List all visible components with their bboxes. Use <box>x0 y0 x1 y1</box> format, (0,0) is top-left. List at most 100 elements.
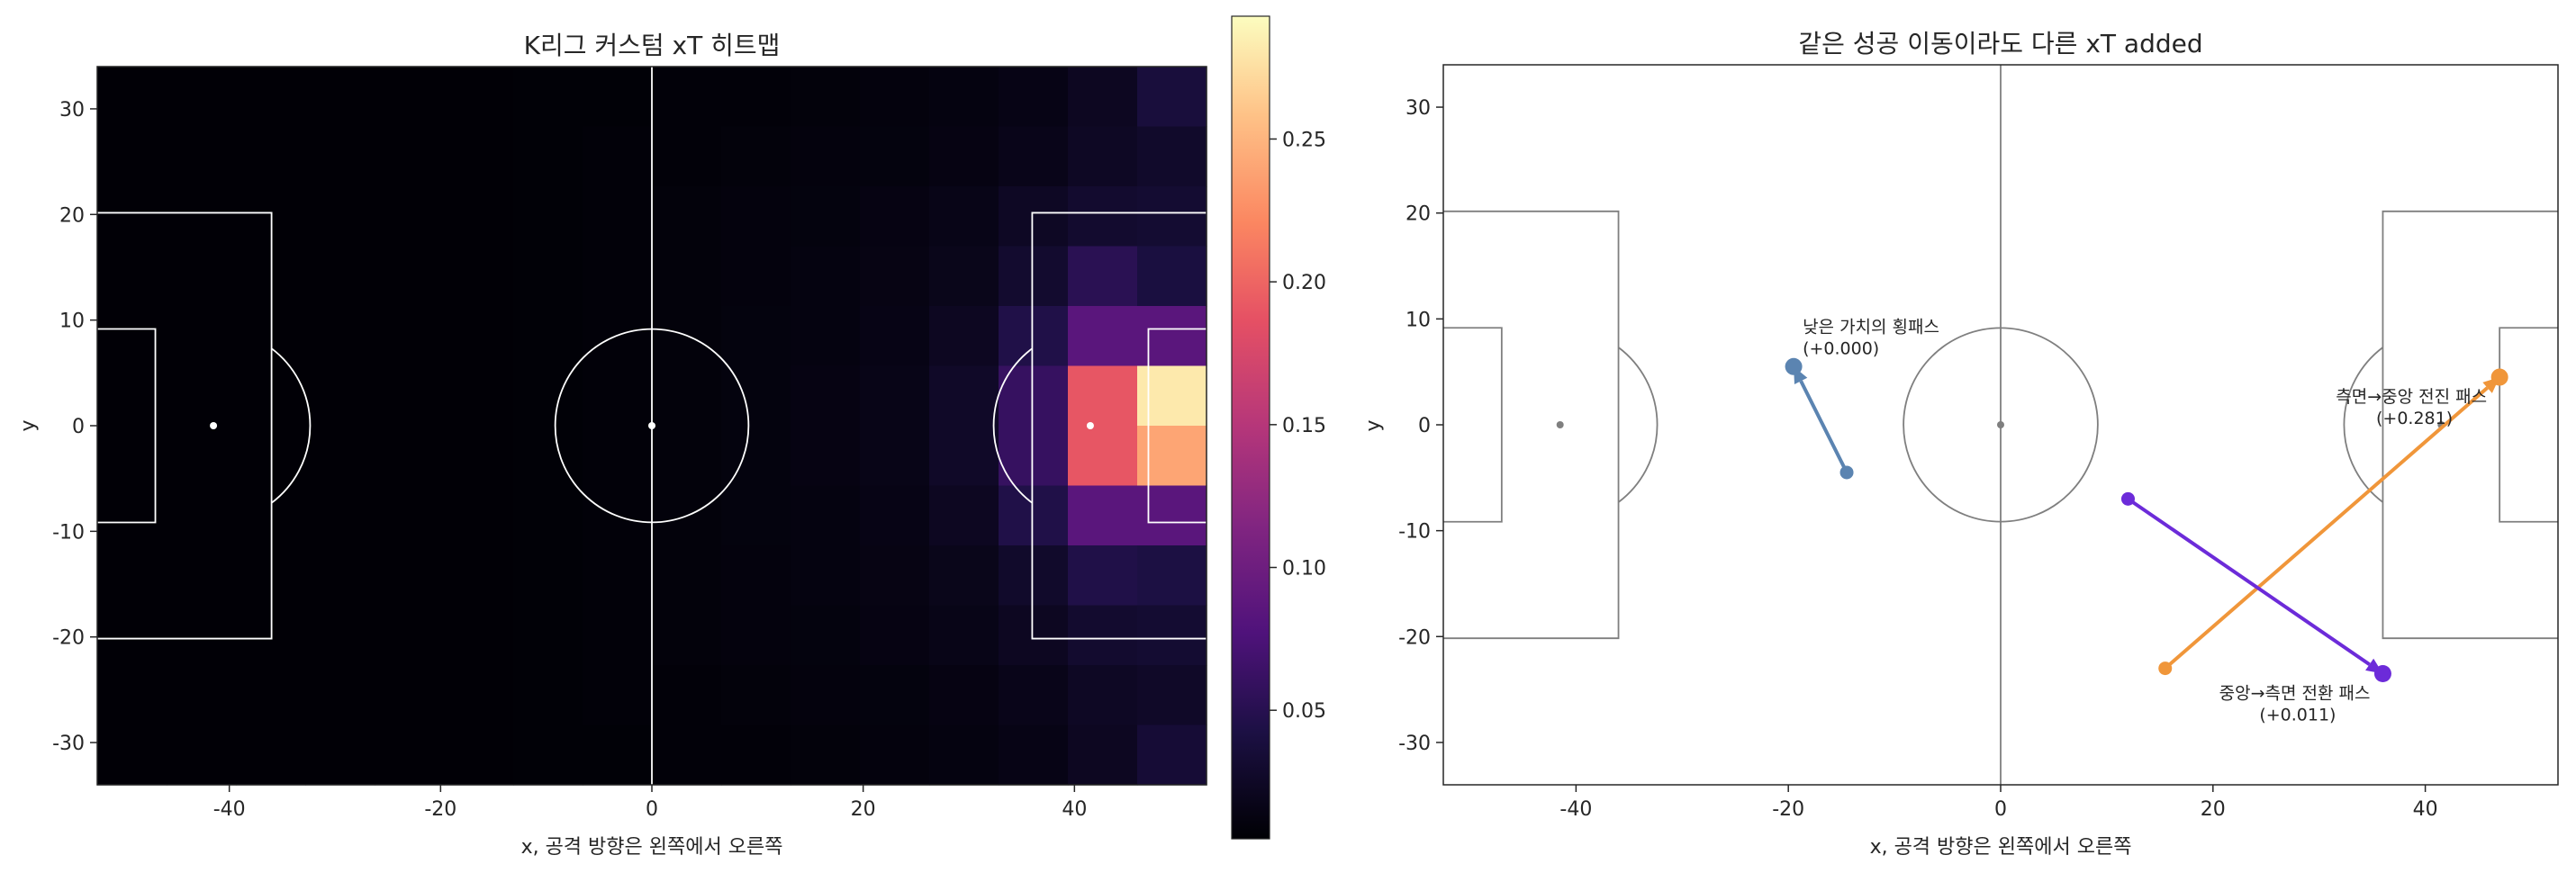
pass-end-point <box>2373 664 2391 682</box>
heatmap-cell <box>999 126 1069 187</box>
heatmap-cell <box>167 186 237 248</box>
heatmap-x-ticks: -40 -20 0 20 40 <box>213 785 1087 821</box>
right-penalty-arc <box>2343 346 2384 503</box>
heatmap-title: K리그 커스텀 xT 히트맵 <box>524 31 781 60</box>
heatmap-cell <box>1068 665 1138 726</box>
heatmap-cell <box>1137 605 1207 666</box>
heatmap-cell <box>860 365 930 427</box>
heatmap-cell <box>305 306 375 367</box>
x-tick-label: 20 <box>2201 798 2226 821</box>
heatmap-cell <box>305 426 375 487</box>
heatmap-cell <box>513 67 583 128</box>
heatmap-cell <box>97 306 167 367</box>
heatmap-cell <box>929 545 999 607</box>
heatmap-cell <box>375 665 445 726</box>
y-tick-label: 30 <box>59 99 85 122</box>
y-tick-label: 20 <box>59 204 85 227</box>
heatmap-cell <box>652 665 722 726</box>
right-penalty-arc <box>992 347 1033 504</box>
heatmap-cell <box>929 365 999 427</box>
heatmap-cell <box>791 126 861 187</box>
heatmap-cell <box>444 485 514 546</box>
colorbar-tick-label: 0.25 <box>1282 129 1326 151</box>
x-tick-label: 20 <box>851 798 876 821</box>
pass-x-axis-label: x, 공격 방향은 왼쪽에서 오른쪽 <box>1870 836 2132 859</box>
heatmap-cell <box>652 365 722 427</box>
heatmap-cell <box>583 426 653 487</box>
heatmap-cell <box>791 665 861 726</box>
heatmap-cell <box>444 545 514 607</box>
heatmap-cell <box>791 306 861 367</box>
heatmap-cell <box>375 306 445 367</box>
right-penalty-spot <box>1086 422 1094 429</box>
pass-end-point <box>2490 368 2508 386</box>
heatmap-cell <box>513 485 583 546</box>
heatmap-y-axis-label: y <box>17 419 40 431</box>
left-penalty-spot <box>210 422 218 429</box>
heatmap-cell <box>583 365 653 427</box>
right-six-yard-box <box>2499 327 2558 523</box>
heatmap-cell <box>375 67 445 128</box>
heatmap-cell <box>375 724 445 786</box>
heatmap-cell <box>375 545 445 607</box>
x-tick-label: 40 <box>1062 798 1087 821</box>
heatmap-cell <box>513 186 583 248</box>
heatmap-cell <box>791 365 861 427</box>
heatmap-cell <box>236 724 306 786</box>
y-tick-label: -30 <box>1398 733 1431 755</box>
heatmap-cell <box>652 126 722 187</box>
colorbar: 0.05 0.10 0.15 0.20 0.25 <box>1231 15 1326 840</box>
heatmap-cell <box>1137 126 1207 187</box>
pass-start-point <box>2120 491 2135 506</box>
heatmap-cell <box>305 485 375 546</box>
heatmap-cell <box>652 67 722 128</box>
heatmap-cell <box>721 246 791 307</box>
colorbar-tick-label: 0.10 <box>1282 558 1326 580</box>
heatmap-cell <box>652 545 722 607</box>
y-tick-label: 0 <box>1418 415 1431 437</box>
heatmap-cell <box>929 67 999 128</box>
heatmap-cell <box>97 605 167 666</box>
heatmap-cell <box>929 246 999 307</box>
heatmap-cell <box>721 365 791 427</box>
heatmap-cell <box>929 485 999 546</box>
x-tick-label: -40 <box>1559 798 1592 821</box>
heatmap-cell <box>721 426 791 487</box>
heatmap-cell <box>305 724 375 786</box>
heatmap-cell <box>375 605 445 666</box>
heatmap-cell <box>583 126 653 187</box>
heatmap-cell <box>999 724 1069 786</box>
heatmap-cell <box>791 186 861 248</box>
heatmap-cell <box>97 126 167 187</box>
pass-arrow-shaft <box>1799 380 1848 473</box>
heatmap-cell <box>1068 186 1138 248</box>
heatmap-cell <box>513 365 583 427</box>
center-spot <box>648 422 655 429</box>
colorbar-tick-label: 0.20 <box>1282 272 1326 294</box>
heatmap-cell <box>375 126 445 187</box>
heatmap-cell <box>652 186 722 248</box>
left-six-yard-box <box>1443 327 1503 523</box>
heatmap-cell <box>929 306 999 367</box>
heatmap-cell <box>929 665 999 726</box>
heatmap-cell <box>721 67 791 128</box>
heatmap-cell <box>375 426 445 487</box>
pass-label: 중앙→측면 전환 패스 <box>2219 683 2371 703</box>
heatmap-cell <box>97 485 167 546</box>
heatmap-cell <box>860 306 930 367</box>
heatmap-cell <box>721 605 791 666</box>
heatmap-cell <box>721 306 791 367</box>
heatmap-cell <box>999 545 1069 607</box>
heatmap-cell <box>1068 365 1138 427</box>
heatmap-cell <box>375 485 445 546</box>
heatmap-cell <box>999 306 1069 367</box>
heatmap-cell <box>375 246 445 307</box>
heatmap-cell <box>305 605 375 666</box>
heatmap-cell <box>167 545 237 607</box>
pass-label: 측면→중앙 전진 패스 <box>2336 387 2487 407</box>
heatmap-cell <box>791 67 861 128</box>
heatmap-cell <box>513 306 583 367</box>
center-spot <box>1997 421 2004 428</box>
pass-panel-pitch-markings <box>1443 65 2558 785</box>
heatmap-cell <box>1068 126 1138 187</box>
